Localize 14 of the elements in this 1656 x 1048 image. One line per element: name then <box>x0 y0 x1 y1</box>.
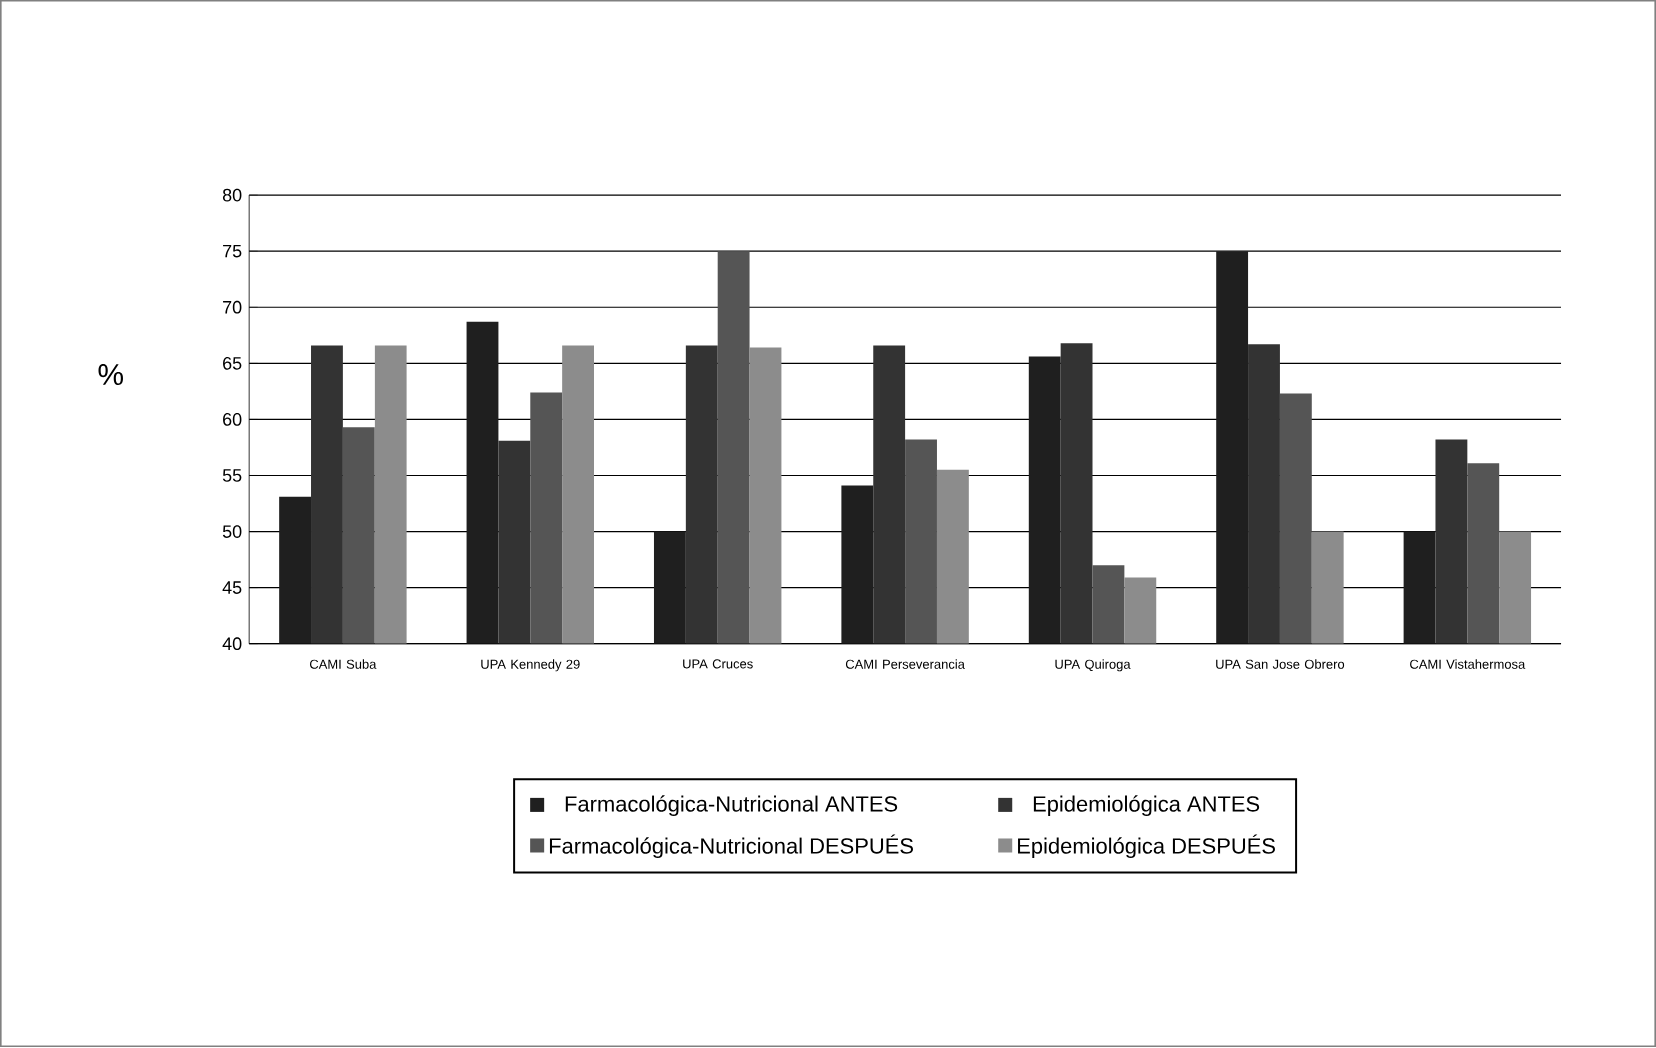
y-tick-label: 75 <box>223 245 242 258</box>
legend-label: Farmacológica-Nutricional ANTES <box>565 795 898 817</box>
y-axis-title: % <box>98 364 123 386</box>
y-tick-label: 55 <box>222 469 242 483</box>
y-tick-label: 50 <box>222 525 242 539</box>
y-tick-label: 65 <box>223 357 242 371</box>
legend-label: Farmacológica-Nutricional DESPUÉS <box>549 834 913 859</box>
y-tick-label: 60 <box>223 413 242 427</box>
y-tick-label: 40 <box>222 637 242 651</box>
legend-label: Epidemiológica DESPUÉS <box>1018 834 1275 859</box>
y-tick-label: 70 <box>223 301 242 315</box>
y-tick-label: 45 <box>222 581 242 595</box>
legend-label: Epidemiológica ANTES <box>1033 795 1260 817</box>
y-tick-label: 80 <box>222 189 242 202</box>
